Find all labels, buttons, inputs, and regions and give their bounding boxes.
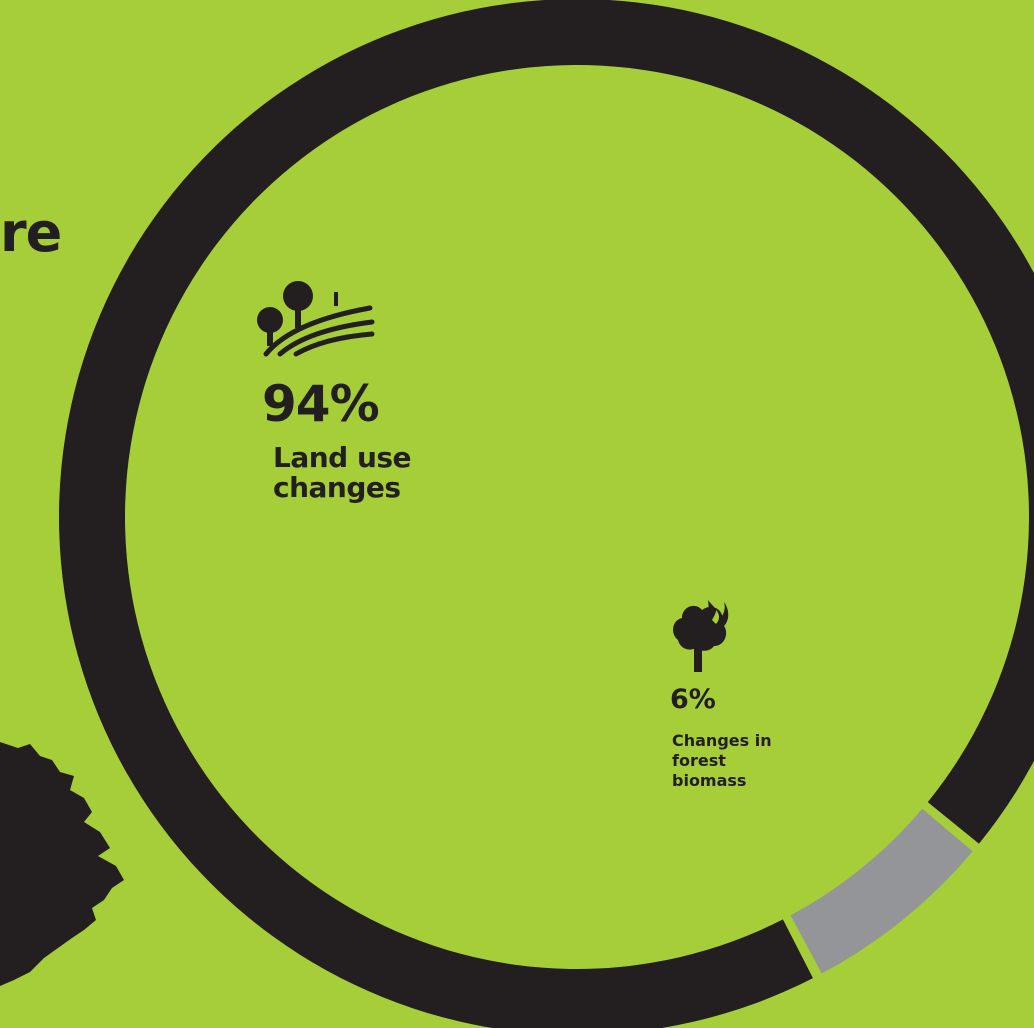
tree-silhouette-decoration [0, 742, 124, 986]
slice-label-forest-biomass: Changes in forest biomass [672, 731, 772, 790]
slice-value-land-use: 94% [262, 375, 380, 433]
donut-slices [59, 0, 1034, 1028]
title-fragment: re [0, 201, 62, 264]
landscape-trees-fields-icon [257, 281, 375, 357]
donut-slice-forest-biomass [790, 808, 973, 974]
slice-label-land-use: Land use changes [273, 441, 412, 504]
tree-on-fire-icon [673, 600, 729, 672]
slice-value-forest-biomass: 6% [670, 684, 716, 715]
